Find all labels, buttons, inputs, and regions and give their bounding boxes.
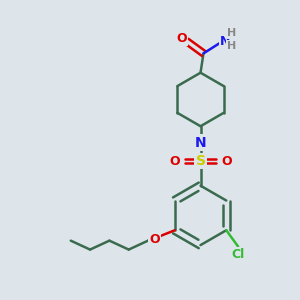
- Text: O: O: [221, 155, 232, 168]
- Text: O: O: [149, 233, 160, 246]
- Text: N: N: [220, 35, 230, 48]
- Text: N: N: [195, 136, 206, 150]
- Text: H: H: [227, 28, 236, 38]
- Text: Cl: Cl: [232, 248, 245, 260]
- Text: S: S: [196, 154, 206, 168]
- Text: O: O: [169, 155, 180, 168]
- Text: O: O: [176, 32, 187, 45]
- Text: H: H: [227, 41, 236, 51]
